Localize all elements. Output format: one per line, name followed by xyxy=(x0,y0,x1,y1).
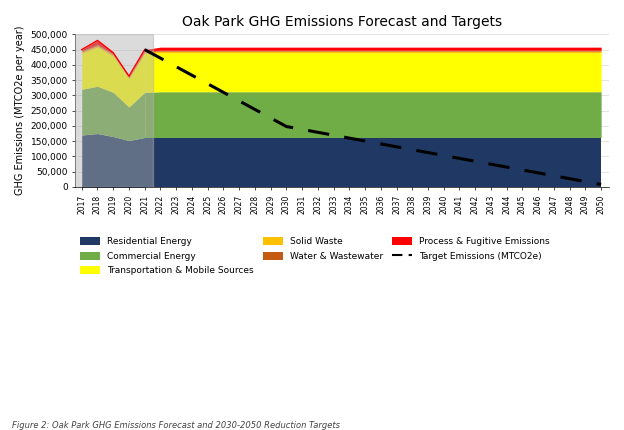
Text: Figure 2: Oak Park GHG Emissions Forecast and 2030-2050 Reduction Targets: Figure 2: Oak Park GHG Emissions Forecas… xyxy=(12,421,341,430)
Y-axis label: GHG Emissions (MTCO2e per year): GHG Emissions (MTCO2e per year) xyxy=(15,26,25,195)
Legend: Residential Energy, Commercial Energy, Transportation & Mobile Sources, Solid Wa: Residential Energy, Commercial Energy, T… xyxy=(80,237,550,276)
Bar xyxy=(74,34,152,187)
Title: Oak Park GHG Emissions Forecast and Targets: Oak Park GHG Emissions Forecast and Targ… xyxy=(182,15,502,29)
